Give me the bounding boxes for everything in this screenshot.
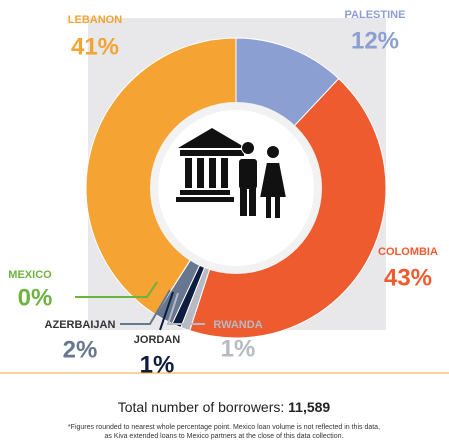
slice-percent: 12% [351,27,399,54]
slice-percent: 1% [140,351,175,378]
slice-percent: 2% [63,336,98,363]
footnote: as Kiva extended loans to Mexico partner… [105,433,344,440]
slice-name: MEXICO [8,269,52,281]
leader-lines [75,281,205,331]
slice-name: JORDAN [134,334,181,346]
footnote: *Figures rounded to nearest whole percen… [68,424,380,431]
slice-percent: 43% [384,264,432,291]
slice-name: COLOMBIA [378,246,438,258]
slice-name: RWANDA [213,319,262,331]
total-label: Total number of borrowers: [118,399,285,415]
icon [176,128,289,218]
center-inner [158,110,314,266]
total-value: 11,589 [288,399,330,415]
slice-percent: 0% [18,284,53,311]
slice-name: LEBANON [68,14,122,26]
total: Total number of borrowers: 11,589 [118,399,331,415]
slice-percent: 41% [71,33,119,60]
slice-name: AZERBAIJAN [45,319,116,331]
slice-percent: 1% [221,335,256,362]
slice-name: PALESTINE [345,9,406,21]
